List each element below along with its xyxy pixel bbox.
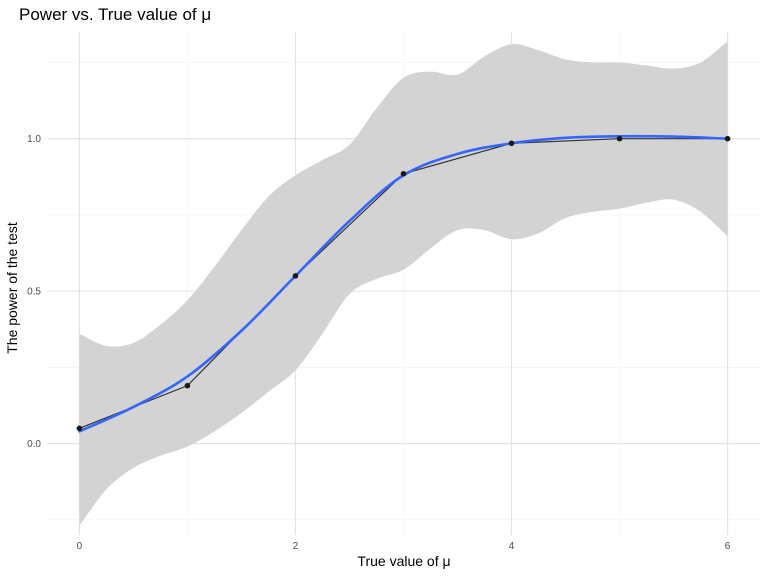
x-tick-label: 6 bbox=[725, 541, 731, 552]
confidence-band bbox=[79, 41, 728, 526]
x-axis-title: True value of μ bbox=[357, 553, 450, 569]
data-point bbox=[616, 135, 623, 142]
x-tick-label: 4 bbox=[509, 541, 515, 552]
y-axis-title: The power of the test bbox=[4, 222, 20, 354]
data-point bbox=[400, 170, 407, 177]
data-point bbox=[292, 273, 299, 279]
y-tick-label: 1.0 bbox=[27, 134, 41, 145]
x-tick-label: 2 bbox=[293, 541, 299, 552]
data-point bbox=[76, 425, 83, 432]
data-point bbox=[724, 135, 731, 142]
tick-labels: 0 2 4 6 0.0 0.5 1.0 bbox=[27, 134, 731, 552]
data-point bbox=[508, 140, 515, 147]
y-tick-label: 0.0 bbox=[27, 439, 41, 450]
series-layer bbox=[76, 134, 731, 433]
x-tick-label: 0 bbox=[77, 541, 83, 552]
chart-title: Power vs. True value of μ bbox=[19, 5, 211, 24]
data-point bbox=[184, 382, 191, 389]
y-tick-label: 0.5 bbox=[27, 287, 41, 298]
